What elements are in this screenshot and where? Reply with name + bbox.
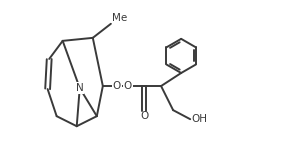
Text: O: O (124, 81, 132, 91)
Text: OH: OH (191, 114, 207, 124)
Text: O: O (140, 111, 148, 121)
Text: N: N (76, 83, 83, 93)
Text: Me: Me (112, 13, 127, 23)
Text: O: O (113, 81, 121, 91)
